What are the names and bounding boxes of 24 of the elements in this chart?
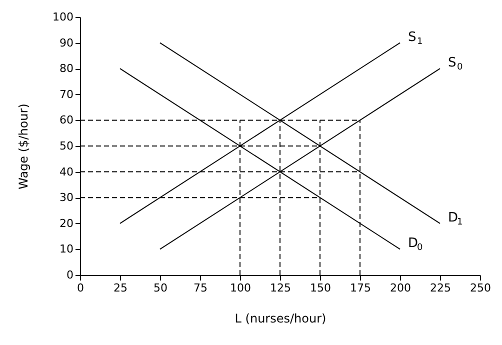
x-tick-label: 250 (470, 282, 491, 294)
y-tick-label: 40 (60, 165, 74, 178)
y-tick-label: 80 (60, 62, 74, 76)
y-tick-label: 10 (60, 242, 74, 256)
x-tick-label: 125 (270, 282, 291, 294)
x-tick-label: 225 (430, 282, 451, 294)
y-tick-label: 0 (66, 268, 74, 282)
x-axis-title: L (nurses/hour) (234, 312, 326, 326)
x-tick-label: 75 (194, 282, 208, 294)
y-tick-label: 30 (60, 191, 74, 204)
y-tick-label: 100 (52, 10, 74, 24)
y-tick-label: 70 (60, 88, 74, 101)
x-tick-label: 0 (77, 282, 84, 294)
y-tick-label: 90 (60, 36, 74, 50)
x-tick-label: 200 (390, 282, 411, 294)
y-tick-label: 60 (60, 114, 74, 127)
x-tick-label: 50 (154, 282, 168, 294)
x-tick-label: 150 (310, 282, 331, 294)
x-tick-label: 100 (230, 282, 251, 294)
y-tick-label: 50 (60, 140, 74, 152)
x-tick-label: 175 (350, 282, 371, 294)
y-tick-label: 20 (60, 216, 74, 230)
y-axis-title: Wage ($/hour) (16, 104, 31, 190)
x-tick-label: 25 (114, 282, 128, 294)
